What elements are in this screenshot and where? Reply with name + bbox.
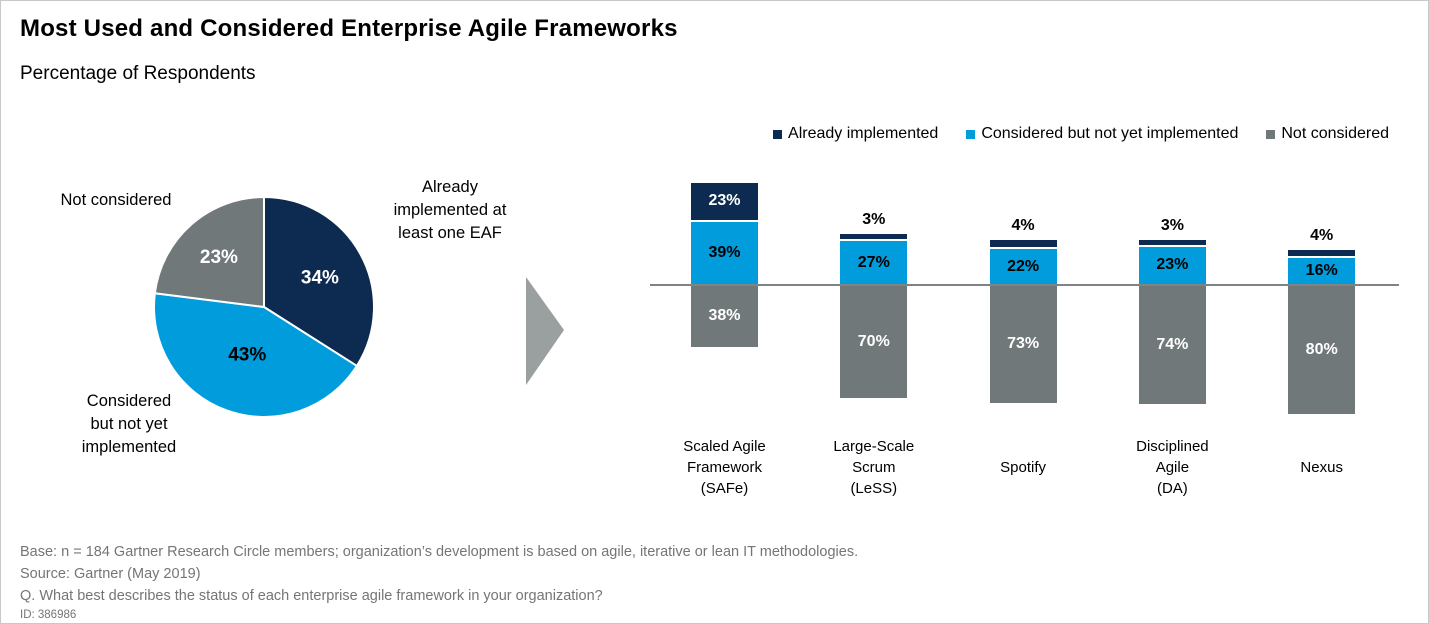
footer-question-note: Q. What best describes the status of eac… — [20, 588, 603, 604]
pie-slice — [153, 196, 265, 308]
pie-label-already-implemented: Already implemented at least one EAF — [393, 178, 507, 242]
arrow-right-icon — [526, 277, 564, 385]
bar-value-considered: 22% — [1007, 257, 1040, 275]
bar-value-considered: 16% — [1305, 262, 1338, 280]
pie-value-label: 23% — [200, 247, 238, 268]
bar-segment-not-considered — [840, 286, 908, 398]
bar-category-label: Nexus — [1300, 458, 1343, 476]
bar-category-label: Disciplined Agile (DA) — [1136, 437, 1209, 497]
pie-label-considered: Considered but not yet implemented — [81, 392, 177, 456]
bar-value-not-considered: 38% — [708, 307, 741, 324]
legend: Already implemented Considered but not ye… — [1, 122, 1389, 146]
legend-swatch-icon — [966, 129, 976, 139]
legend-item: Considered but not yet implemented — [966, 125, 1238, 143]
pie-slice — [153, 292, 358, 418]
bar-segment-considered — [691, 221, 758, 284]
arrow-right-icon-shape — [526, 277, 564, 385]
legend-item-label: Already implemented — [788, 125, 939, 142]
bar-segment-considered — [1138, 247, 1206, 284]
footer-id: ID: 386986 — [20, 609, 77, 621]
bar-value-not-considered: 73% — [1007, 335, 1040, 352]
bar-segment-implemented — [1288, 250, 1356, 257]
bar-value-not-considered: 74% — [1156, 336, 1189, 353]
bar-category-label: Large-Scale Scrum (LeSS) — [833, 437, 915, 497]
legend-item-label: Considered but not yet implemented — [981, 125, 1239, 142]
legend-swatch-icon — [1266, 129, 1276, 139]
bar-segment-considered — [989, 248, 1057, 284]
bar-segment-not-considered — [989, 286, 1057, 403]
bar-value-considered: 23% — [1156, 256, 1189, 274]
footer-source-note: Source: Gartner (May 2019) — [20, 566, 201, 582]
pie-value-label: 34% — [301, 267, 339, 288]
bar-value-considered: 39% — [708, 243, 741, 261]
pie-label-not-considered: Not considered — [60, 191, 172, 209]
bar-segment-implemented — [840, 234, 908, 239]
bar-category-label: Spotify — [1000, 458, 1047, 476]
bar-segment-implemented — [691, 182, 758, 220]
bar-value-implemented: 4% — [1011, 217, 1035, 235]
footer-base-note: Base: n = 184 Gartner Research Circle me… — [20, 544, 859, 560]
bar-value-considered: 27% — [857, 253, 890, 271]
legend-item-label: Not considered — [1281, 125, 1389, 142]
pie-chart: 34% 43% 23% — [153, 196, 375, 418]
bar-value-not-considered: 70% — [857, 333, 890, 350]
pie-value-label: 43% — [228, 345, 266, 366]
bar-value-implemented: 3% — [862, 211, 886, 228]
bar-value-implemented: 4% — [1310, 227, 1334, 244]
bar-segment-considered — [1288, 258, 1356, 284]
bar-value-implemented: 23% — [708, 191, 741, 209]
bar-segment-implemented — [989, 240, 1057, 247]
bar-segment-considered — [840, 240, 908, 284]
footer-notes: Base: n = 184 Gartner Research Circle me… — [20, 541, 858, 623]
bar-category-label: Scaled Agile Framework (SAFe) — [683, 437, 766, 497]
legend-item: Already implemented — [773, 125, 938, 143]
bar-chart: 38% 39% 23% Scaled Agile Framework (SAFe) 70… — [650, 161, 1399, 525]
bar-segment-not-considered — [1288, 286, 1356, 414]
page-title: Most Used and Considered Enterprise Agil… — [20, 15, 678, 42]
bar-segment-not-considered — [1138, 286, 1206, 405]
bar-segment-implemented — [1138, 240, 1206, 246]
chart-subtitle: Percentage of Respondents — [20, 63, 256, 84]
bar-segment-not-considered — [691, 286, 758, 347]
legend-item: Not considered — [1266, 125, 1389, 143]
bar-chart-baseline — [650, 284, 1399, 286]
legend-swatch-icon — [773, 129, 783, 139]
bar-value-not-considered: 80% — [1305, 341, 1338, 358]
bar-value-implemented: 3% — [1160, 217, 1184, 235]
